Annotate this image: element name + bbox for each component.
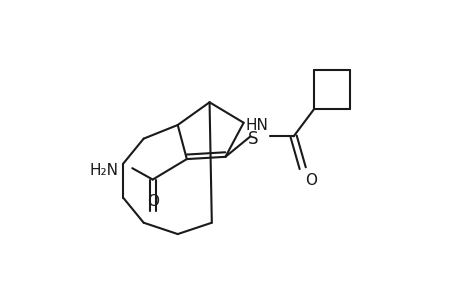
Text: H₂N: H₂N [90,163,118,178]
Text: O: O [304,173,316,188]
Text: O: O [146,194,158,209]
Text: S: S [248,130,258,148]
Text: HN: HN [245,118,268,133]
